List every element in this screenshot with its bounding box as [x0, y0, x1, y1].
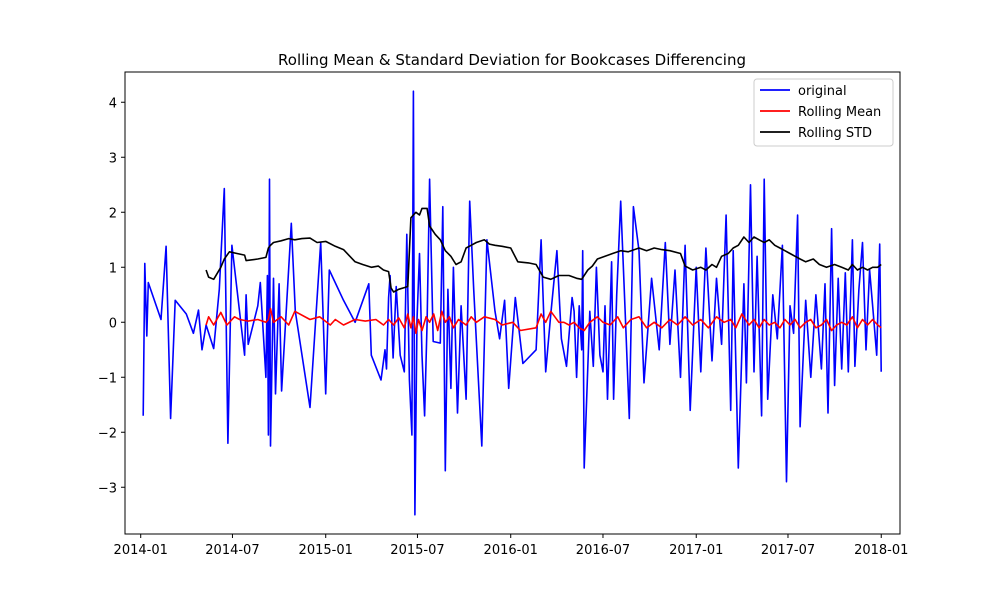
x-tick-label: 2018-01: [854, 543, 908, 558]
legend-label: original: [798, 84, 847, 99]
series-line-rolling-std: [205, 207, 882, 293]
y-tick-label: 0: [109, 316, 117, 331]
y-tick-label: 1: [109, 261, 117, 276]
x-tick-label: 2016-07: [576, 543, 630, 558]
x-tick-label: 2014-07: [205, 543, 259, 558]
y-tick-label: −2: [98, 426, 117, 441]
legend-label: Rolling STD: [798, 126, 872, 141]
y-tick-label: 3: [109, 151, 117, 166]
x-tick-label: 2015-07: [390, 543, 444, 558]
x-tick-label: 2016-01: [484, 543, 538, 558]
x-tick-label: 2015-01: [299, 543, 353, 558]
axes-layer: 2014-01 2014-07 2015-01 2015-07 2016-01 2016-…: [98, 96, 909, 558]
y-tick-label: 4: [109, 96, 117, 111]
series-line-rolling-mean: [205, 307, 882, 335]
chart-title: Rolling Mean & Standard Deviation for Bo…: [278, 51, 746, 69]
x-tick-label: 2014-01: [114, 543, 168, 558]
legend: original Rolling Mean Rolling STD: [753, 78, 894, 147]
series-line-original: [142, 90, 882, 516]
y-tick-label: −1: [98, 371, 117, 386]
x-tick-label: 2017-01: [669, 543, 723, 558]
x-tick-label: 2017-07: [761, 543, 815, 558]
plot-area: [124, 71, 901, 535]
legend-label: Rolling Mean: [798, 105, 881, 120]
y-tick-label: −3: [98, 481, 117, 496]
y-tick-label: 2: [109, 206, 117, 221]
legend-box: [753, 78, 894, 147]
series-layer: [142, 90, 882, 516]
